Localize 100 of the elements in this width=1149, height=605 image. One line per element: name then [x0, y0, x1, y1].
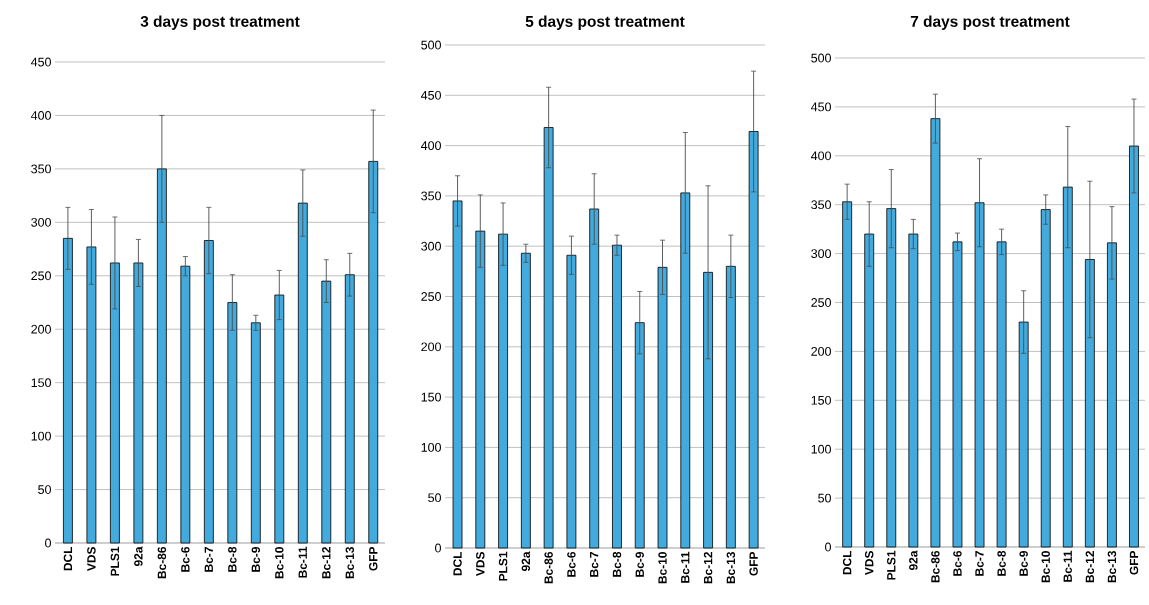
x-tick-label: PLS1	[887, 550, 896, 580]
x-tick-label: Bc-7	[975, 551, 984, 576]
x-tick-label: Bc-10	[275, 547, 284, 579]
x-tick-label: Bc-13	[726, 551, 736, 584]
y-tick-label: 350	[811, 200, 831, 210]
bar	[725, 265, 736, 549]
x-tick-label: Bc-86	[931, 550, 940, 583]
x-tick-label: Bc-86	[544, 551, 553, 584]
x-tick-label: Bc-7	[204, 547, 214, 572]
x-tick-label: 92a	[134, 546, 143, 567]
x-tick-label: Bc-6	[953, 550, 962, 576]
x-tick-label: Bc-8	[612, 551, 622, 577]
y-tick-label: 0	[435, 543, 441, 553]
bar	[274, 294, 285, 544]
y-tick-label: 300	[31, 217, 51, 227]
bar	[612, 244, 622, 549]
y-tick-label: 200	[811, 347, 831, 356]
y-tick-label: 500	[421, 40, 441, 50]
bar	[63, 237, 73, 544]
y-tick-label: 450	[30, 57, 51, 67]
y-tick-label: 500	[811, 53, 831, 63]
x-tick-label: GFP	[1129, 550, 1139, 575]
bar	[368, 161, 379, 544]
x-tick-label: Bc-11	[298, 546, 307, 578]
bar	[748, 131, 759, 549]
bar	[1062, 186, 1073, 548]
bar	[297, 202, 308, 544]
bar	[86, 246, 97, 544]
y-tick-label: 0	[45, 538, 51, 548]
bar	[996, 241, 1007, 548]
bar	[452, 200, 463, 549]
y-tick-label: 400	[810, 151, 831, 161]
bar	[498, 233, 508, 549]
x-tick-label: Bc-9	[635, 551, 644, 577]
bar	[589, 208, 600, 549]
x-tick-label: Bc-6	[567, 551, 576, 577]
x-tick-label: Bc-12	[1085, 551, 1095, 583]
x-tick-label: Bc-12	[703, 552, 713, 584]
x-tick-label: Bc-10	[1041, 551, 1050, 583]
y-tick-label: 300	[811, 249, 831, 259]
bar	[520, 252, 531, 549]
y-tick-label: 250	[31, 271, 51, 281]
bar	[703, 271, 713, 549]
x-tick-label: Bc-13	[345, 546, 355, 579]
chart-title: 5 days post treatment	[525, 15, 685, 30]
bar	[657, 266, 668, 549]
y-tick-label: 400	[30, 111, 51, 120]
x-tick-label: Bc-11	[681, 551, 690, 583]
chart-title: 7 days post treatment	[910, 15, 1070, 30]
x-tick-label: Bc-11	[1063, 550, 1072, 582]
x-tick-label: DCL	[453, 551, 462, 576]
bar	[886, 208, 897, 548]
bar	[634, 322, 645, 549]
y-tick-label: 300	[421, 241, 441, 251]
y-tick-label: 350	[421, 191, 441, 201]
x-tick-label: Bc-12	[322, 547, 331, 579]
x-tick-label: 92a	[909, 550, 918, 571]
y-tick-label: 0	[825, 542, 831, 552]
y-tick-label: 250	[811, 298, 831, 307]
y-tick-label: 50	[38, 485, 51, 494]
bar	[344, 274, 355, 544]
y-tick-label: 50	[818, 493, 831, 503]
x-tick-label: Bc-7	[590, 552, 599, 577]
bar	[842, 201, 853, 548]
bar	[566, 254, 577, 549]
x-tick-label: Bc-6	[181, 546, 190, 572]
y-tick-label: 150	[811, 395, 831, 405]
x-tick-label: Bc-8	[997, 550, 1006, 576]
y-tick-label: 250	[421, 292, 441, 301]
bar	[109, 262, 120, 544]
y-tick-label: 450	[810, 102, 831, 112]
bar	[156, 168, 167, 544]
bar	[180, 265, 191, 544]
bar	[864, 233, 875, 548]
bar	[1018, 321, 1029, 548]
x-tick-label: VDS	[476, 552, 485, 577]
x-tick-label: DCL	[63, 546, 73, 571]
bar	[203, 240, 214, 544]
bar	[1107, 242, 1117, 548]
bar	[952, 241, 963, 548]
bar	[1084, 259, 1095, 548]
bar	[974, 202, 985, 548]
x-tick-label: GFP	[369, 546, 378, 571]
bar	[908, 233, 919, 548]
x-tick-label: PLS1	[498, 551, 508, 581]
x-tick-label: Bc-13	[1107, 550, 1117, 583]
y-tick-label: 400	[420, 141, 441, 151]
y-tick-label: 200	[421, 342, 441, 352]
x-tick-label: DCL	[842, 550, 852, 575]
y-tick-label: 450	[420, 90, 441, 100]
bar	[1040, 209, 1051, 548]
x-tick-label: Bc-10	[658, 552, 667, 584]
bar	[321, 280, 332, 544]
x-tick-label: Bc-9	[1019, 550, 1028, 576]
y-tick-label: 350	[31, 164, 51, 174]
x-tick-label: VDS	[87, 547, 96, 572]
y-tick-label: 100	[31, 431, 51, 441]
x-tick-label: GFP	[749, 551, 758, 576]
bar	[1129, 145, 1139, 548]
bar	[680, 192, 691, 549]
